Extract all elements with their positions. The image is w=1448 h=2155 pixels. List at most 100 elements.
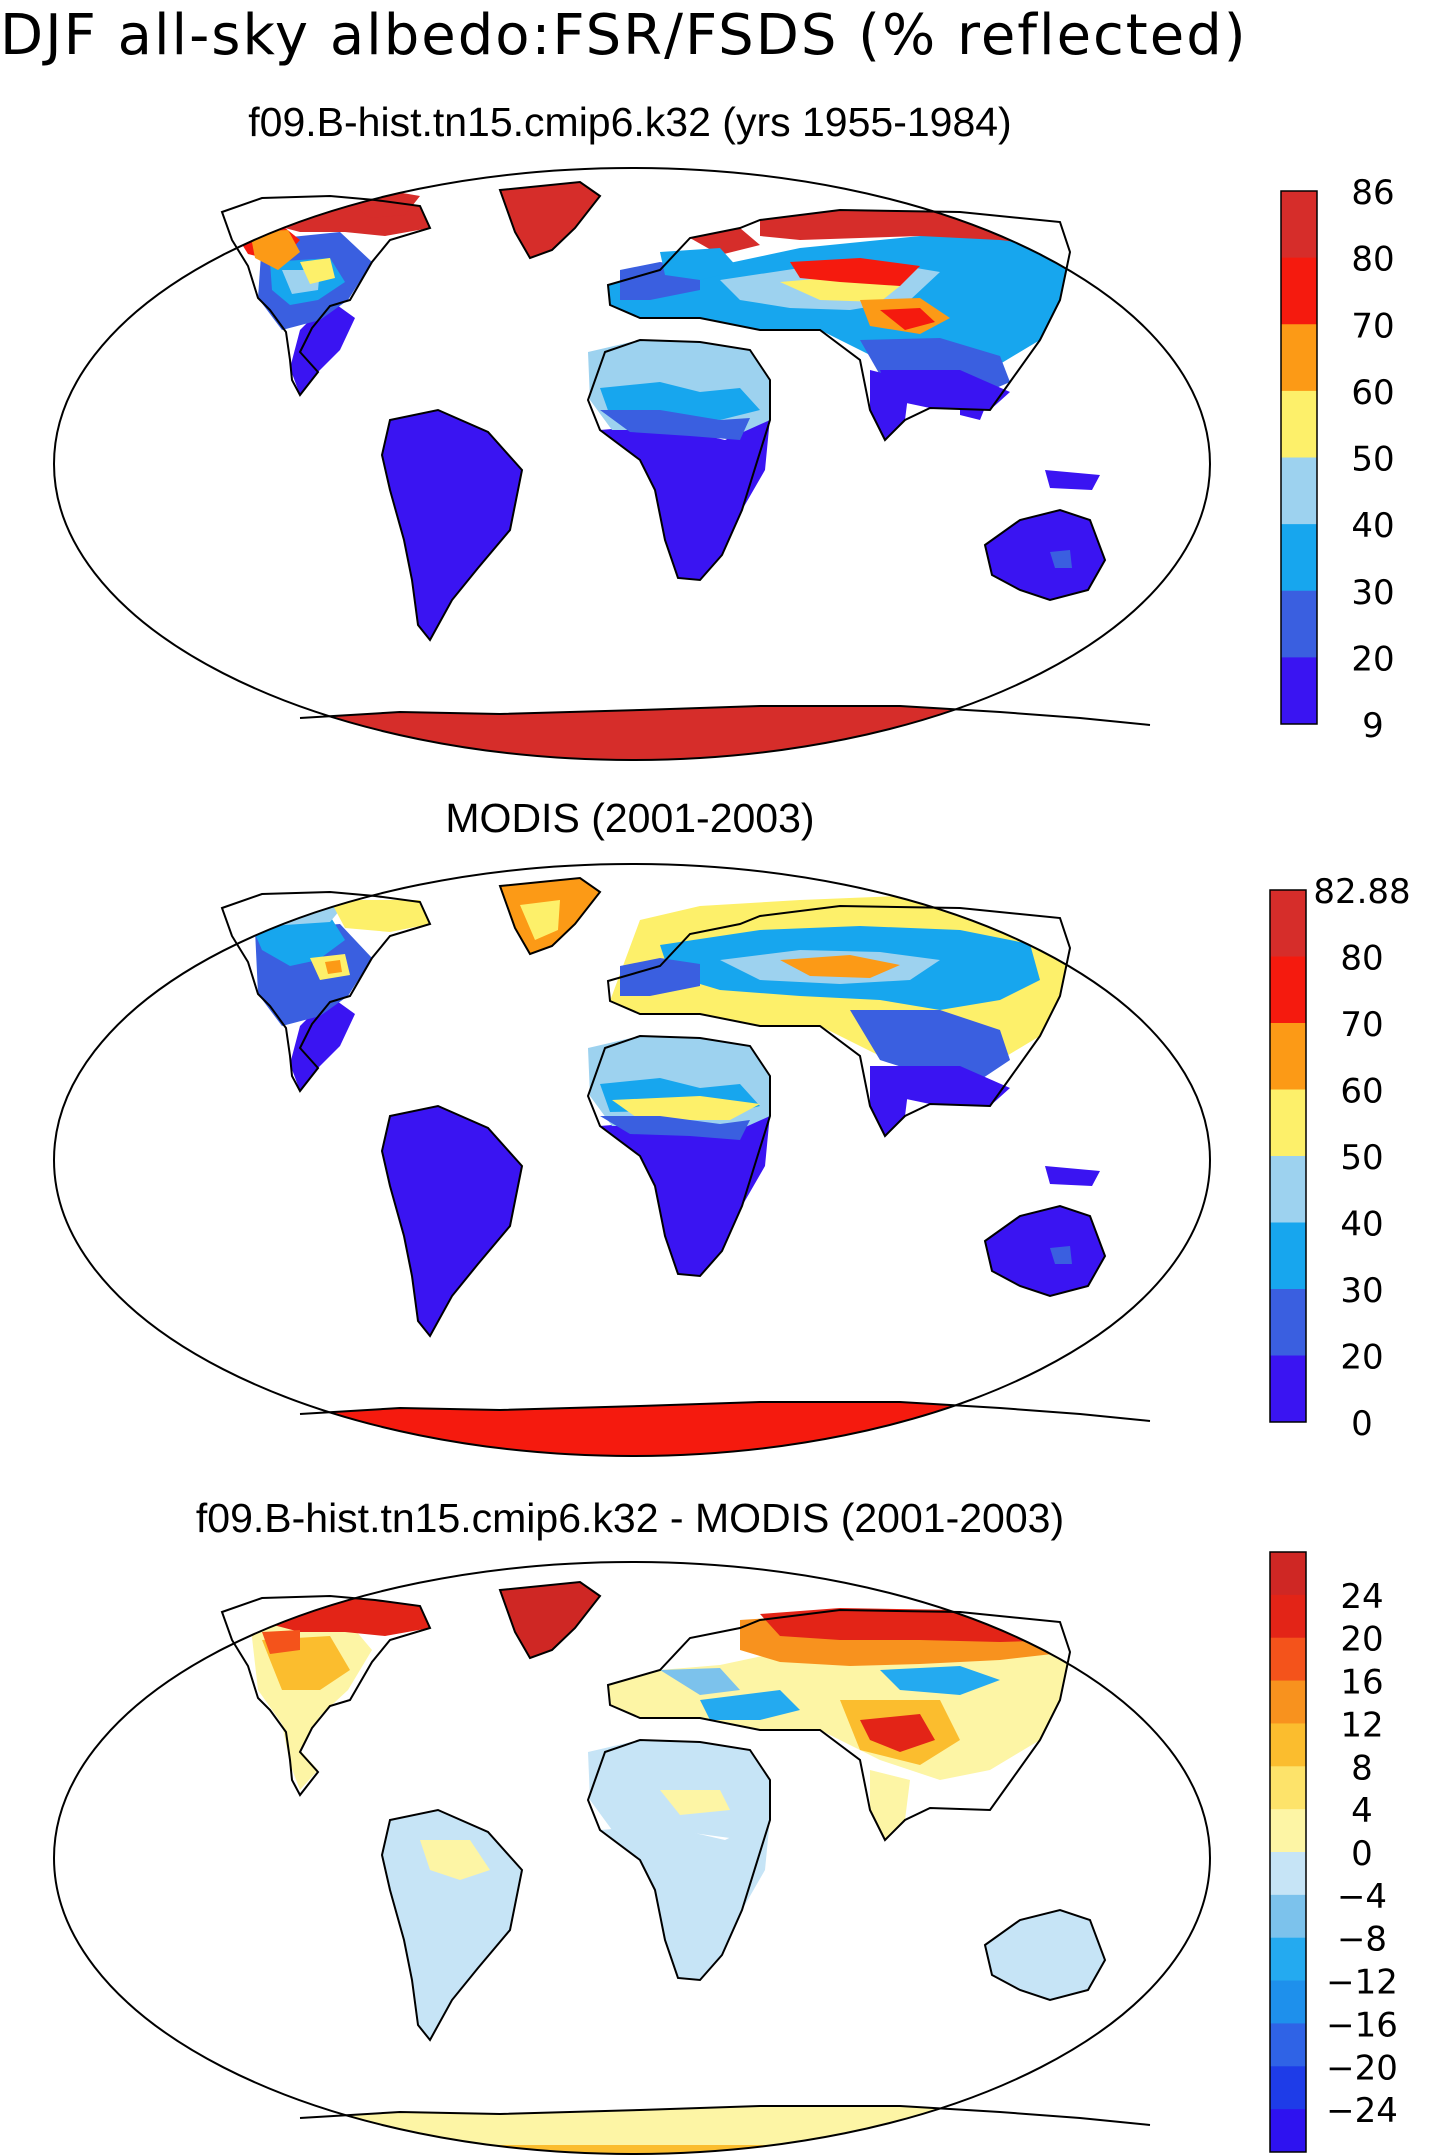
land-region-c9 <box>290 300 355 395</box>
colorbar-tick-label: −4 <box>1337 1877 1387 1917</box>
colorbar-tick-label: −8 <box>1337 1920 1387 1960</box>
colorbar-tick-label: 4 <box>1351 1791 1373 1831</box>
colorbar-tick-label: −24 <box>1326 2091 1398 2131</box>
coast-south-america <box>380 1808 524 2042</box>
colorbar-tick-label: 12 <box>1340 1705 1383 1745</box>
colorbar-tick-label: −16 <box>1326 2005 1398 2045</box>
colorbar-tick-label: 86 <box>1351 173 1394 213</box>
coast-south-america <box>380 1104 524 1338</box>
land-region-c20 <box>1050 1246 1072 1264</box>
land-region-c9 <box>1045 1166 1100 1186</box>
land-region-c50 <box>300 258 335 284</box>
colorbar-bin <box>1270 1809 1306 1853</box>
land-region-d_m4 <box>660 1668 740 1695</box>
colorbar-bin <box>1270 1937 1306 1982</box>
colorbar-tick-label: 0 <box>1351 1834 1373 1874</box>
colorbar-tick-label: −20 <box>1326 2048 1398 2088</box>
panel-3-globe-outline <box>53 1561 1211 2155</box>
colorbar-tick-label: 60 <box>1351 373 1394 413</box>
coast-eurasia <box>606 904 1072 1138</box>
colorbar-tick-label: 16 <box>1340 1663 1383 1703</box>
colorbar-bin <box>1270 1894 1306 1939</box>
panel-2-globe-outline <box>53 863 1211 1457</box>
land-region-c20 <box>1050 550 1072 568</box>
land-region-c9 <box>870 1066 910 1136</box>
colorbar-bin <box>1270 1552 1306 1596</box>
coast-eurasia <box>606 1608 1072 1842</box>
land-region-c50 <box>612 1096 760 1120</box>
colorbar-tick-label: 24 <box>1340 1577 1383 1617</box>
coast-africa <box>586 338 771 582</box>
coast-north-america <box>220 1594 432 1797</box>
panel-2-coastlines <box>220 876 1151 1422</box>
colorbar-bin <box>1270 1637 1306 1682</box>
coast-greenland <box>498 1580 602 1660</box>
colorbar-bin <box>1270 2023 1306 2067</box>
colorbar-tick-label: 8 <box>1351 1748 1373 1788</box>
colorbar-bin <box>1281 390 1317 458</box>
colorbar-bin <box>1270 1594 1306 1639</box>
colorbar-bin <box>1281 590 1317 658</box>
land-region-c9 <box>870 370 910 440</box>
colorbar-tick-label: 80 <box>1351 240 1394 280</box>
colorbar-tick-label: 82.88 <box>1313 872 1410 912</box>
coast-antarctica <box>299 1401 1151 1422</box>
colorbar-tick-label: 40 <box>1351 506 1394 546</box>
panel-3-title: f09.B-hist.tn15.cmip6.k32 - MODIS (2001-… <box>195 1495 1065 1541</box>
figure-title: DJF all-sky albedo:FSR/FSDS (% reflected… <box>0 3 1248 68</box>
panel-2-map: 82.88 80 70 60 50 40 30 20 0 <box>53 863 1411 1457</box>
land-region-c70 <box>790 258 920 286</box>
coast-north-america <box>220 890 432 1093</box>
land-region-c9 <box>382 1106 522 1336</box>
panel-1-globe-outline <box>53 167 1211 761</box>
colorbar-tick-label: 40 <box>1340 1205 1383 1245</box>
colorbar-bin <box>1270 1723 1306 1767</box>
land-region-d_0 <box>600 1818 770 1980</box>
colorbar-bin <box>1270 1852 1306 1896</box>
colorbar-bin <box>1270 2109 1306 2153</box>
colorbar-tick-label: 20 <box>1340 1620 1383 1660</box>
land-region-c9 <box>985 1206 1105 1296</box>
land-region-d_m8 <box>700 1690 800 1720</box>
land-region-d_0 <box>985 1910 1105 2000</box>
land-region-c60 <box>250 230 300 270</box>
colorbar-bin <box>1270 890 1306 957</box>
land-region-c20 <box>600 1116 750 1140</box>
land-region-d_24 <box>760 1608 1070 1642</box>
colorbar-frame <box>1280 190 1318 725</box>
coast-greenland <box>498 876 602 956</box>
land-region-c9 <box>600 418 770 580</box>
colorbar-tick-label: 70 <box>1351 306 1394 346</box>
panel-1-coastlines <box>220 180 1151 726</box>
land-region-c9 <box>290 996 355 1091</box>
coast-australia <box>983 1908 1107 2002</box>
colorbar-bin <box>1270 1980 1306 2024</box>
land-region-c9 <box>600 1114 770 1276</box>
coast-north-america <box>220 194 432 397</box>
colorbar-bin <box>1270 1156 1306 1223</box>
colorbar-tick-label: 20 <box>1351 639 1394 679</box>
land-region-c30 <box>660 248 740 280</box>
land-region-d_top <box>500 1582 600 1658</box>
land-region-d_4 <box>660 1790 730 1815</box>
colorbar-frame <box>1269 1551 1307 2153</box>
coast-south-america <box>380 408 524 642</box>
panel-1-map: 86 80 70 60 50 40 30 20 9 <box>53 167 1395 761</box>
colorbar-bin <box>1270 1680 1306 1724</box>
coast-africa <box>586 1034 771 1278</box>
land-region-c20 <box>850 1010 1010 1080</box>
colorbar-frame <box>1269 889 1307 1423</box>
panel-2-colorbar: 82.88 80 70 60 50 40 30 20 0 <box>1269 872 1411 1444</box>
land-region-c9 <box>960 390 990 420</box>
colorbar-tick-label: 30 <box>1340 1271 1383 1311</box>
colorbar-tick-label: 80 <box>1340 939 1383 979</box>
land-region-c9 <box>382 410 522 640</box>
colorbar-bin <box>1281 324 1317 392</box>
land-region-d_20 <box>262 1630 300 1654</box>
land-region-c60 <box>325 960 342 974</box>
coast-africa <box>586 1738 771 1982</box>
colorbar-bin <box>1270 2066 1306 2110</box>
